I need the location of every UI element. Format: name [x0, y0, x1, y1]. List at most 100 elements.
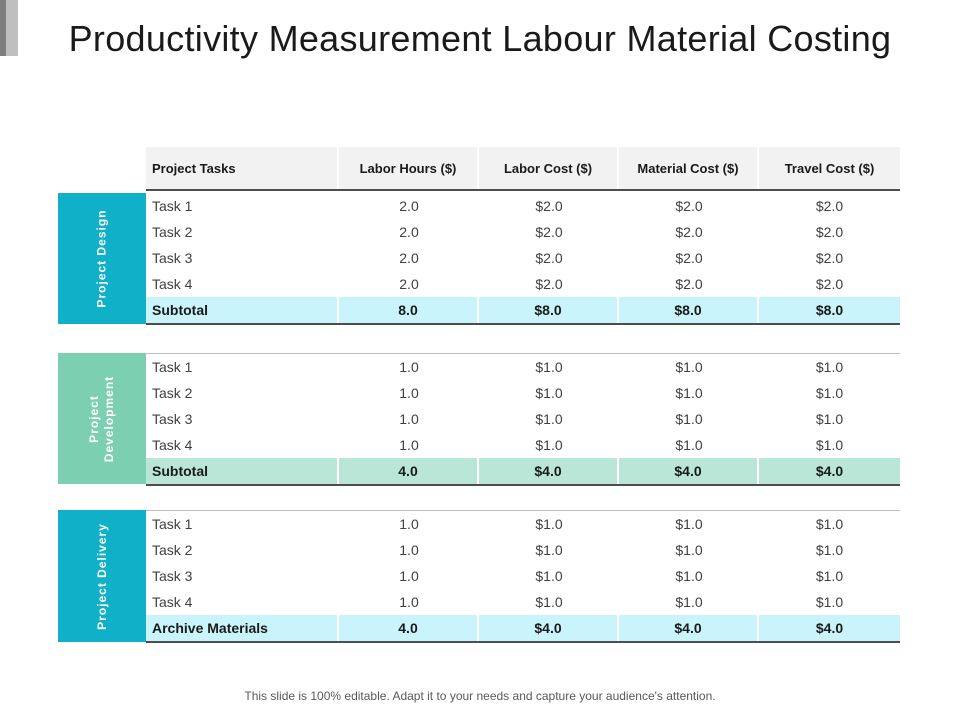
labor-cost-cell: $1.0 — [535, 411, 563, 427]
task-name-cell: Task 1 — [152, 359, 193, 375]
header-labor-cost: Labor Cost ($) — [479, 147, 619, 189]
subtotal-material-cost: $8.0 — [619, 297, 759, 323]
labor-cost-cell: $2.0 — [535, 250, 563, 266]
labor-hours-cell: 1.0 — [399, 359, 419, 375]
labor-cost-cell: $1.0 — [535, 542, 563, 558]
task-name-cell: Task 3 — [152, 411, 193, 427]
task-name-cell: Task 2 — [152, 224, 193, 240]
material-cost-cell: $1.0 — [675, 516, 703, 532]
material-cost-cell: $1.0 — [675, 568, 703, 584]
subtotal-labor-hours: 4.0 — [339, 458, 479, 484]
labor-hours-cell: 1.0 — [399, 385, 419, 401]
task-name-cell: Task 4 — [152, 276, 193, 292]
header-labor-hours: Labor Hours ($) — [339, 147, 479, 189]
corner-bar-dark — [0, 0, 6, 56]
subtotal-travel-cost: $8.0 — [815, 302, 844, 318]
labor-hours-cell: 2.0 — [399, 250, 419, 266]
section-rows: Task 1 2.0 $2.0 $2.0 $2.0 Task 2 2.0 $2.… — [146, 193, 900, 325]
task-name-cell: Task 2 — [152, 542, 193, 558]
labor-cost-cell: $1.0 — [535, 594, 563, 610]
travel-cost-cell: $2.0 — [815, 224, 844, 240]
table-row: Task 3 2.0 $2.0 $2.0 $2.0 — [146, 245, 900, 271]
subtotal-label: Subtotal — [146, 458, 339, 484]
task-name-cell: Task 3 — [152, 250, 193, 266]
task-name-cell: Task 1 — [152, 198, 193, 214]
section-rows: Task 1 1.0 $1.0 $1.0 $1.0 Task 2 1.0 $1.… — [146, 510, 900, 643]
travel-cost-cell: $2.0 — [815, 198, 844, 214]
travel-cost-cell: $1.0 — [815, 542, 844, 558]
table-row: Task 2 1.0 $1.0 $1.0 $1.0 — [146, 380, 900, 406]
table-row: Task 1 1.0 $1.0 $1.0 $1.0 — [146, 511, 900, 537]
header-project-tasks: Project Tasks — [146, 147, 339, 189]
task-name-cell: Task 1 — [152, 516, 193, 532]
task-name-cell: Task 4 — [152, 437, 193, 453]
table-row: Task 1 2.0 $2.0 $2.0 $2.0 — [146, 193, 900, 219]
task-name-cell: Task 2 — [152, 385, 193, 401]
table-header: Project Tasks Labor Hours ($) Labor Cost… — [146, 147, 900, 191]
subtotal-material-cost: $4.0 — [619, 615, 759, 641]
material-cost-cell: $2.0 — [675, 224, 703, 240]
subtotal-labor-cost: $4.0 — [479, 458, 619, 484]
section-project-development: Project Development Task 1 1.0 $1.0 $1.0… — [58, 353, 900, 486]
travel-cost-cell: $1.0 — [815, 359, 844, 375]
material-cost-cell: $1.0 — [675, 385, 703, 401]
table-row: Task 2 2.0 $2.0 $2.0 $2.0 — [146, 219, 900, 245]
subtotal-labor-hours: 8.0 — [339, 297, 479, 323]
task-name-cell: Task 4 — [152, 594, 193, 610]
labor-hours-cell: 1.0 — [399, 516, 419, 532]
table-row: Task 4 1.0 $1.0 $1.0 $1.0 — [146, 432, 900, 458]
travel-cost-cell: $1.0 — [815, 385, 844, 401]
section-label-block: Project Development — [58, 353, 146, 484]
travel-cost-cell: $2.0 — [815, 250, 844, 266]
corner-decoration — [0, 0, 18, 56]
travel-cost-cell: $1.0 — [815, 437, 844, 453]
labor-hours-cell: 2.0 — [399, 276, 419, 292]
travel-cost-cell: $2.0 — [815, 276, 844, 292]
table-row: Task 2 1.0 $1.0 $1.0 $1.0 — [146, 537, 900, 563]
subtotal-row: Archive Materials 4.0 $4.0 $4.0 $4.0 — [146, 615, 900, 643]
subtotal-row: Subtotal 4.0 $4.0 $4.0 $4.0 — [146, 458, 900, 486]
travel-cost-cell: $1.0 — [815, 411, 844, 427]
subtotal-row: Subtotal 8.0 $8.0 $8.0 $8.0 — [146, 297, 900, 325]
table-row: Task 3 1.0 $1.0 $1.0 $1.0 — [146, 563, 900, 589]
table-row: Task 1 1.0 $1.0 $1.0 $1.0 — [146, 354, 900, 380]
travel-cost-cell: $1.0 — [815, 568, 844, 584]
material-cost-cell: $1.0 — [675, 411, 703, 427]
material-cost-cell: $2.0 — [675, 198, 703, 214]
header-travel-cost: Travel Cost ($) — [759, 147, 900, 189]
labor-cost-cell: $2.0 — [535, 198, 563, 214]
subtotal-label: Subtotal — [146, 297, 339, 323]
section-label: Project Design — [94, 209, 109, 308]
material-cost-cell: $2.0 — [675, 250, 703, 266]
material-cost-cell: $1.0 — [675, 542, 703, 558]
labor-cost-cell: $1.0 — [535, 385, 563, 401]
section-project-design: Project Design Task 1 2.0 $2.0 $2.0 $2.0… — [58, 193, 900, 325]
table-row: Task 4 1.0 $1.0 $1.0 $1.0 — [146, 589, 900, 615]
material-cost-cell: $2.0 — [675, 276, 703, 292]
material-cost-cell: $1.0 — [675, 594, 703, 610]
labor-hours-cell: 1.0 — [399, 542, 419, 558]
subtotal-label: Archive Materials — [146, 615, 339, 641]
labor-cost-cell: $1.0 — [535, 437, 563, 453]
labor-cost-cell: $1.0 — [535, 568, 563, 584]
travel-cost-cell: $1.0 — [815, 516, 844, 532]
subtotal-travel-cost: $4.0 — [815, 463, 844, 479]
table-row: Task 4 2.0 $2.0 $2.0 $2.0 — [146, 271, 900, 297]
labor-cost-cell: $1.0 — [535, 359, 563, 375]
section-label-block: Project Delivery — [58, 510, 146, 642]
subtotal-travel-cost: $4.0 — [815, 620, 844, 636]
section-rows: Task 1 1.0 $1.0 $1.0 $1.0 Task 2 1.0 $1.… — [146, 353, 900, 486]
page-title: Productivity Measurement Labour Material… — [68, 18, 892, 59]
table-row: Task 3 1.0 $1.0 $1.0 $1.0 — [146, 406, 900, 432]
section-label-block: Project Design — [58, 193, 146, 324]
labor-cost-cell: $2.0 — [535, 276, 563, 292]
subtotal-labor-cost: $8.0 — [479, 297, 619, 323]
footer-note: This slide is 100% editable. Adapt it to… — [244, 689, 716, 703]
labor-hours-cell: 1.0 — [399, 568, 419, 584]
labor-cost-cell: $2.0 — [535, 224, 563, 240]
section-label: Project Development — [86, 375, 116, 462]
section-label: Project Delivery — [94, 522, 109, 630]
section-project-delivery: Project Delivery Task 1 1.0 $1.0 $1.0 $1… — [58, 510, 900, 643]
material-cost-cell: $1.0 — [675, 359, 703, 375]
subtotal-labor-cost: $4.0 — [479, 615, 619, 641]
